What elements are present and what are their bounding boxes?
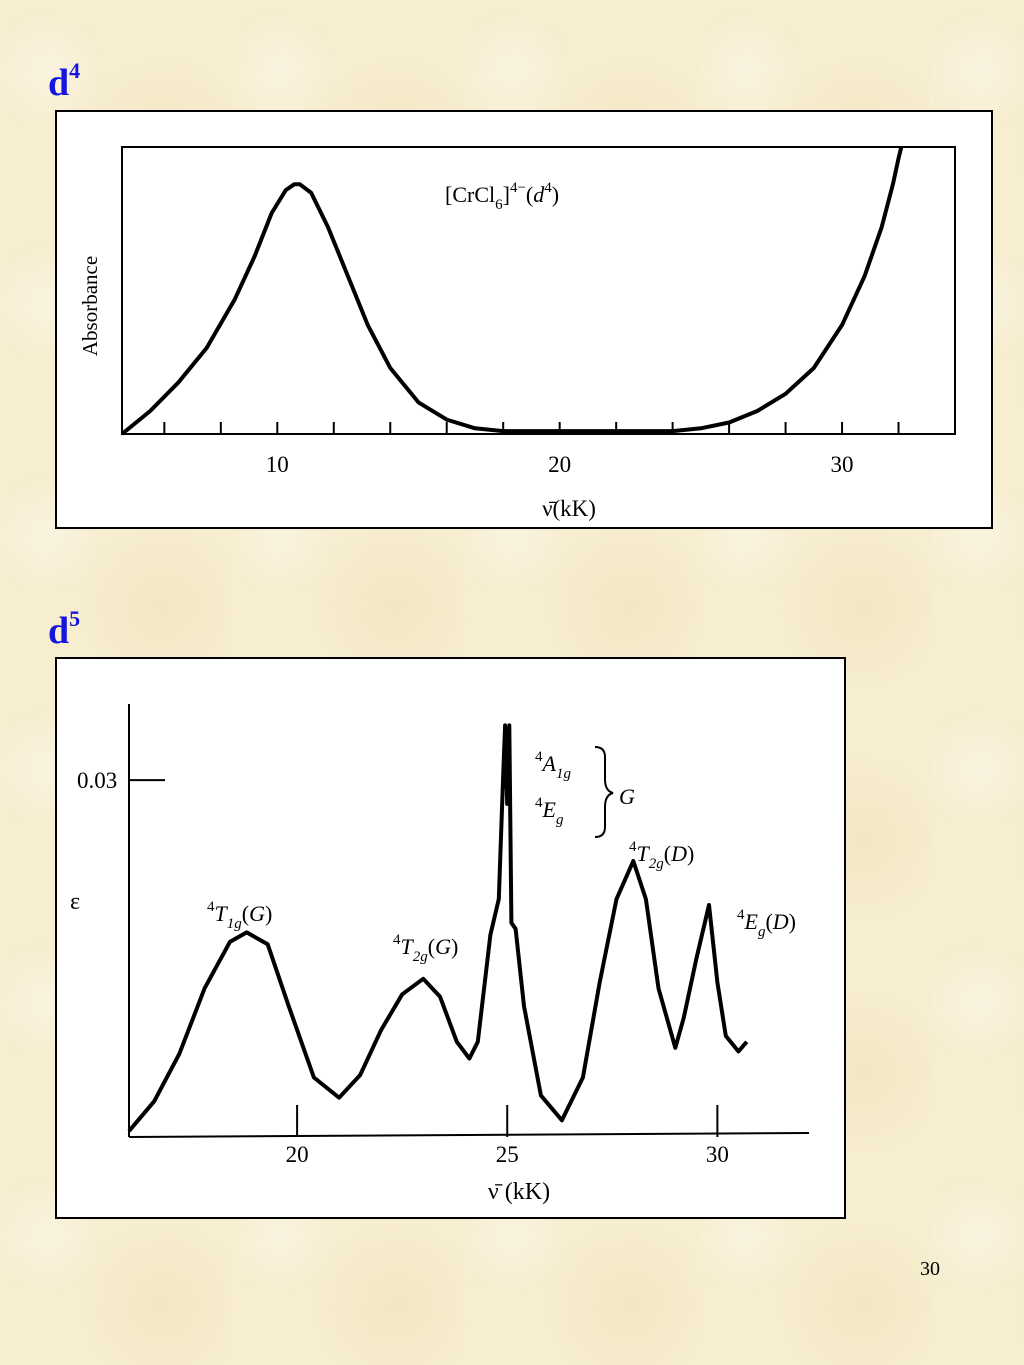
chart2-x-tick-label: 25	[496, 1142, 519, 1167]
chart2-peak-label: 4Eg(D)	[737, 907, 796, 940]
chart2-peak-label: 4Eg	[535, 795, 564, 828]
chart2-peak-label: 4A1g	[535, 749, 571, 782]
chart1-x-tick-label: 30	[831, 452, 854, 477]
chart2-ylabel: ε	[70, 889, 80, 915]
chart1-ylabel: Absorbance	[78, 256, 102, 356]
chart1-heading-sup: 4	[69, 58, 81, 83]
chart2-peak-label: 4T2g(D)	[629, 839, 694, 872]
chart1-heading: d4	[48, 60, 80, 104]
chart1-title: [CrCl6]4−(d4)	[445, 180, 559, 213]
chart1-svg: 10 20 30 [CrCl6]4−(d4) Absorbance ν̄(kK)	[78, 146, 956, 521]
chart2-xlabel: ν̄ (kK)	[488, 1179, 550, 1205]
chart2-svg: 20 25 30 0.03 4T1g(G) 4T2g(G) 4A1g 4Eg G 4T2g(D)…	[70, 704, 810, 1205]
chart1-panel: 10 20 30 [CrCl6]4−(d4) Absorbance ν̄(kK)	[55, 110, 993, 529]
chart2-peak-label: 4T2g(G)	[393, 932, 458, 965]
chart1-series-curve	[120, 146, 904, 436]
chart2-peak-label: G	[619, 784, 635, 809]
chart2-peak-label: 4T1g(G)	[207, 899, 272, 932]
chart2-x-tick-label: 30	[706, 1142, 729, 1167]
chart1-heading-main: d	[48, 62, 70, 104]
chart1-x-tick-label: 10	[266, 452, 289, 477]
slide-number: 30	[920, 1258, 940, 1280]
chart2-panel: 20 25 30 0.03 4T1g(G) 4T2g(G) 4A1g 4Eg G 4T2g(D)…	[55, 657, 846, 1219]
chart1-xlabel: ν̄(kK)	[542, 496, 596, 521]
chart2-series-curve	[127, 723, 749, 1133]
chart2-heading: d5	[48, 608, 80, 652]
chart2-x-axis	[128, 1132, 810, 1138]
chart1-x-tick-label: 20	[548, 452, 571, 477]
chart2-y-tick-label: 0.03	[77, 768, 117, 793]
chart2-brace-icon	[594, 746, 614, 838]
chart1-plot-frame	[121, 146, 956, 435]
chart2-heading-sup: 5	[69, 606, 81, 631]
chart2-heading-main: d	[48, 610, 70, 652]
chart2-x-tick-label: 20	[286, 1142, 309, 1167]
